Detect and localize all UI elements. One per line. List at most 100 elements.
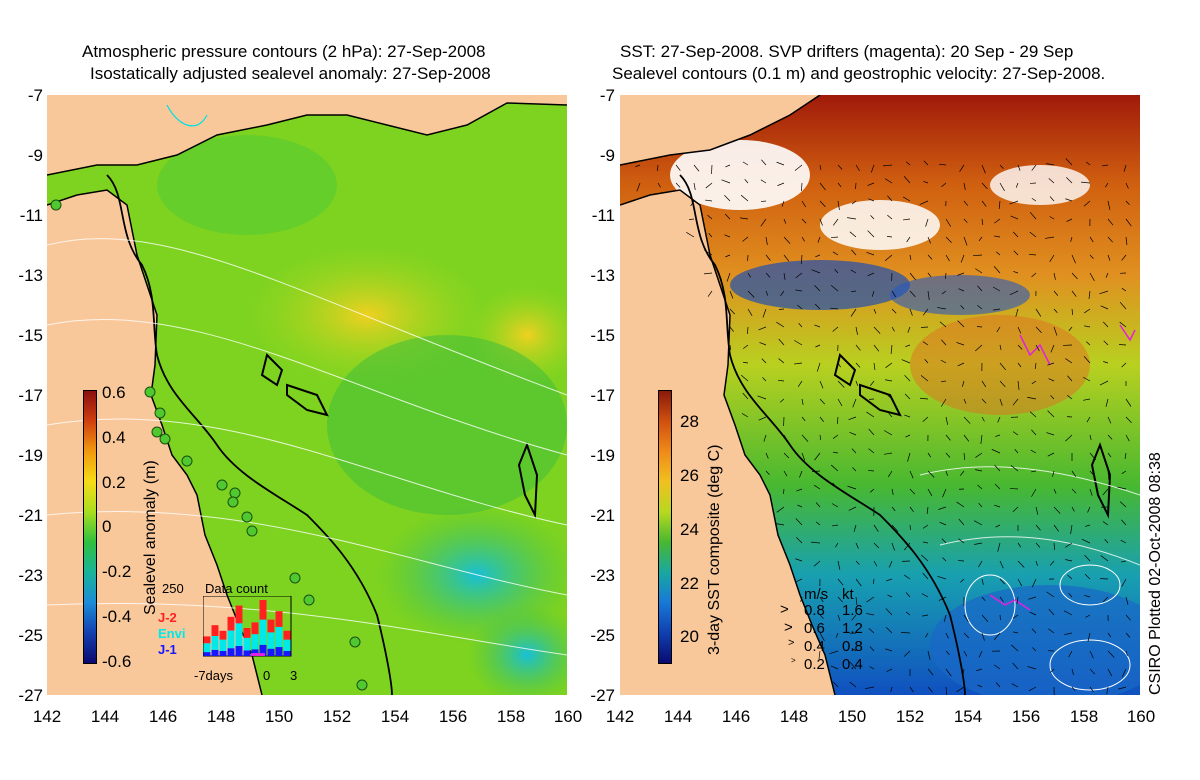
velocity-arrow: [744, 179, 749, 184]
velocity-arrow: [1035, 506, 1039, 515]
velocity-arrow: [1088, 290, 1091, 299]
velocity-arrow: [1035, 524, 1041, 531]
velocity-arrow: [776, 523, 785, 526]
velocity-arrow: [1107, 470, 1110, 480]
velocity-arrows: [635, 158, 1132, 695]
velocity-ms: 0.2: [804, 656, 825, 673]
velocity-arrow: [1046, 432, 1055, 436]
velocity-arrow: [945, 650, 950, 655]
lat-tick: -23: [590, 566, 615, 585]
velocity-arrow: [1103, 361, 1109, 364]
velocity-arrow: [980, 434, 983, 444]
velocity-arrow: [758, 416, 767, 421]
velocity-arrow: [811, 470, 821, 472]
velocity-arrow: [927, 488, 933, 497]
velocity-arrow: [1071, 488, 1077, 494]
velocity-arrow: [941, 538, 947, 544]
velocity-arrow: [945, 416, 949, 425]
velocity-arrow: [837, 362, 841, 368]
lon-tick: 146: [721, 707, 751, 726]
velocity-arrow: [851, 647, 857, 652]
velocity-arrow: [963, 398, 967, 404]
data-count-bar: [283, 630, 291, 640]
velocity-arrow: [999, 182, 1005, 191]
lon-tick: 142: [605, 707, 635, 726]
data-count-bar: [251, 634, 259, 650]
velocity-arrow: [1125, 218, 1132, 227]
lon-tick: 144: [663, 707, 693, 726]
velocity-arrow: [999, 560, 1004, 569]
velocity-arrow: [981, 614, 989, 622]
velocity-arrow: [1035, 560, 1038, 566]
velocity-arrow: [1029, 211, 1037, 220]
velocity-arrow: [887, 195, 893, 202]
velocity-arrow: [937, 307, 947, 310]
velocity-arrow: [1031, 380, 1037, 385]
velocity-arrow: [1103, 340, 1109, 346]
velocity-arrow: [832, 251, 839, 256]
velocity-arrow: [1010, 465, 1019, 472]
velocity-arrow: [994, 504, 1001, 508]
lat-tick: -11: [19, 206, 43, 225]
velocity-arrow: [867, 230, 875, 238]
velocity-arrow: [941, 182, 947, 188]
velocity-arrow: [740, 374, 749, 382]
velocity-arrow: [886, 236, 893, 238]
velocity-arrow: [1053, 290, 1059, 296]
velocity-arrow: [959, 470, 965, 476]
velocity-arrow: [657, 164, 659, 172]
velocity-arrow: [993, 266, 1001, 274]
velocity-arrow: [1009, 200, 1019, 205]
velocity-arrow: [963, 650, 968, 657]
velocity-arrow: [1089, 254, 1094, 259]
velocity-arrow: [814, 284, 821, 292]
velocity-arrow: [819, 398, 826, 405]
velocity-arrow: [815, 502, 821, 508]
lat-tick: -19: [590, 446, 615, 465]
velocity-arrow: [1086, 341, 1091, 346]
velocity-arrow: [994, 483, 1001, 490]
velocity-arrow: [1121, 362, 1127, 368]
velocity-arrow: [945, 470, 948, 476]
velocity-arrow: [1053, 308, 1058, 313]
velocity-arrow: [956, 686, 965, 693]
velocity-arrow: [1029, 411, 1037, 418]
velocity-arrow: [907, 452, 911, 462]
velocity-arrow: [1085, 614, 1091, 618]
velocity-arrow: [855, 596, 858, 605]
velocity-arrow: [903, 218, 911, 221]
velocity-arrow: [1102, 488, 1109, 496]
lon-tick: 158: [1069, 707, 1099, 726]
velocity-arrow: [920, 397, 929, 400]
velocity-arrow: [1017, 164, 1021, 171]
velocity-arrow: [922, 341, 929, 346]
velocity-arrow: [1125, 182, 1129, 189]
velocity-arrow: [909, 506, 914, 513]
velocity-arrow: [1009, 290, 1019, 296]
velocity-arrow: [868, 198, 875, 202]
velocity-arrow: [819, 596, 824, 603]
velocity-arrow: [1017, 560, 1025, 568]
data-count-bar: [227, 648, 235, 656]
velocity-arrow: [816, 362, 821, 372]
lon-tick: 160: [553, 707, 583, 726]
velocity-arrow: [909, 488, 916, 495]
velocity-arrow: [1067, 574, 1073, 580]
velocity-arrow: [945, 668, 952, 677]
velocity-arrow: [1012, 506, 1019, 513]
lat-tick: -7: [599, 86, 615, 105]
velocity-arrow: [1068, 650, 1073, 658]
data-count-bar: [275, 611, 283, 627]
velocity-arrow: [849, 661, 857, 670]
velocity-arrow: [830, 665, 839, 670]
velocity-ms: 0.8: [804, 602, 825, 619]
velocity-arrow: [962, 668, 965, 674]
velocity-arrow: [801, 236, 805, 242]
velocity-arrow: [1083, 356, 1091, 364]
velocity-arrow: [1121, 470, 1127, 475]
velocity-arrow: [765, 254, 771, 261]
data-count-bar: [243, 637, 251, 651]
velocity-arrow: [1067, 375, 1073, 382]
velocity-arrow: [942, 557, 947, 562]
velocity-arrow: [1028, 686, 1037, 692]
